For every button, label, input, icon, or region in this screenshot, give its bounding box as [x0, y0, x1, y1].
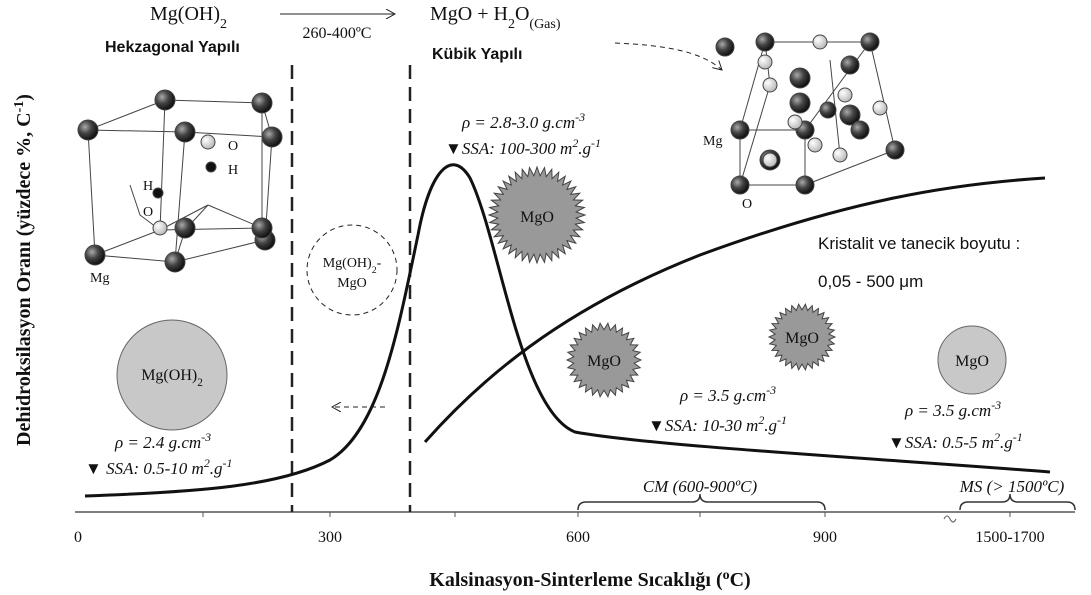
ssa-label-part: -1	[1013, 430, 1023, 444]
atom-label: H	[143, 179, 153, 194]
x-axis-title-part: Kalsinasyon-Sinterleme Sıcaklığı (	[429, 569, 723, 591]
x-tick-label: 0	[74, 529, 82, 546]
phase-label: Kübik Yapılı	[432, 46, 522, 63]
atom-label: H	[228, 163, 238, 178]
ssa-label-part: ▼SSA: 10-30 m	[648, 416, 758, 435]
particle-label: MgO	[587, 353, 621, 370]
ssa-label: ▼ SSA: 0.5-10 m2.g-1	[85, 456, 232, 478]
ssa-label-part: .g	[210, 459, 223, 478]
ssa-label: ▼SSA: 100-300 m2.g-1	[445, 136, 601, 158]
condition: 260-400ºC	[303, 25, 372, 42]
density-label-part: -3	[991, 398, 1001, 412]
ssa-label: ▼SSA: 10-30 m2.g-1	[648, 413, 787, 435]
atom-label: O	[742, 197, 752, 212]
y-axis-title-part: -1	[12, 101, 27, 113]
particle-label: Mg(OH)2-	[323, 256, 382, 276]
y-axis-title-part: )	[13, 94, 35, 101]
particle-label: MgO	[337, 276, 367, 291]
ssa-label-part: -1	[223, 456, 233, 470]
ssa-label-part: .g	[578, 139, 591, 158]
density-label: ρ = 2.4 g.cm-3	[114, 430, 211, 452]
particle-label: MgO	[785, 330, 819, 347]
hexagonal-structure	[78, 90, 282, 272]
reactant-part: Mg(OH)	[150, 3, 220, 25]
ssa-label-part: ▼ SSA: 0.5-10 m	[85, 459, 204, 478]
particle-label-part: 2	[197, 377, 203, 389]
density-label-part: -3	[575, 110, 585, 124]
range-label: MS (> 1500ºC)	[959, 477, 1065, 496]
particle-label: MgO	[520, 209, 554, 226]
density-label: ρ = 3.5 g.cm-3	[904, 398, 1001, 420]
ssa-label-part: .g	[764, 416, 777, 435]
ssa-label-part: ▼SSA: 100-300 m	[445, 139, 572, 158]
atom-label: O	[228, 139, 238, 154]
x-axis-title: Kalsinasyon-Sinterleme Sıcaklığı (oC)	[429, 568, 750, 592]
product-part: 2	[508, 17, 515, 32]
y-axis-title-part: Dehidroksilasyon Oranı (yüzdece %, C	[13, 112, 35, 446]
size-range: 0,05 - 500 μm	[818, 272, 923, 291]
x-axis-title-part: C)	[730, 569, 751, 591]
axes	[75, 512, 1075, 522]
density-label-part: -3	[201, 430, 211, 444]
density-label: ρ = 3.5 g.cm-3	[679, 383, 776, 405]
density-label: ρ = 2.8-3.0 g.cm-3	[461, 110, 585, 132]
product-part: (Gas)	[529, 17, 560, 32]
particle-label-part: Mg(OH)	[141, 367, 197, 384]
x-tick-label: 900	[813, 529, 837, 546]
reactant-part: 2	[220, 17, 227, 32]
product-part: O	[515, 3, 529, 25]
particle-label: MgO	[955, 353, 989, 370]
density-label-part: ρ = 3.5 g.cm	[679, 386, 766, 405]
x-tick-label: 1500-1700	[975, 529, 1044, 546]
atom-label: O	[143, 205, 153, 220]
ssa-label-part: -1	[591, 136, 601, 150]
range-braces	[578, 494, 1075, 510]
ssa-label-part: ▼SSA: 0.5-5 m	[888, 433, 994, 452]
density-label-part: -3	[766, 383, 776, 397]
product: MgO + H2O(Gas)	[430, 3, 561, 32]
density-label-part: ρ = 2.4 g.cm	[114, 433, 201, 452]
y-axis-title: Dehidroksilasyon Oranı (yüzdece %, C-1)	[12, 94, 36, 446]
x-axis-title-part: o	[723, 568, 730, 583]
density-label-part: ρ = 2.8-3.0 g.cm	[461, 113, 575, 132]
atom-label: Mg	[703, 134, 722, 149]
particle-label-part: Mg(OH)	[323, 256, 372, 271]
reactant: Mg(OH)2	[150, 3, 227, 32]
density-label-part: ρ = 3.5 g.cm	[904, 401, 991, 420]
ssa-label-part: -1	[777, 413, 787, 427]
phase-label: Hekzagonal Yapılı	[105, 39, 240, 56]
ssa-label-part: .g	[1000, 433, 1013, 452]
particle-label-part: -	[377, 256, 382, 271]
atom-label: Mg	[90, 271, 109, 286]
x-tick-label: 600	[566, 529, 590, 546]
range-label: CM (600-900ºC)	[643, 477, 758, 496]
particles	[117, 167, 1006, 430]
cubic-structure	[716, 33, 904, 194]
ssa-label: ▼SSA: 0.5-5 m2.g-1	[888, 430, 1023, 452]
product-part: MgO + H	[430, 3, 508, 25]
size-label: Kristalit ve tanecik boyutu :	[818, 234, 1020, 253]
diagram: Mg(OH)2260-400ºCMgO + H2O(Gas)Hekzagonal…	[0, 0, 1091, 595]
x-tick-label: 300	[318, 529, 342, 546]
